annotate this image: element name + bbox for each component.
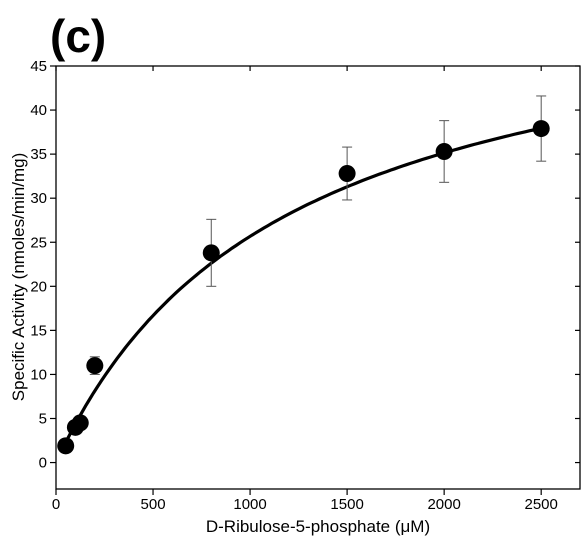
y-axis: 0 5 10 15 20 25 30 35 40 45	[30, 58, 580, 472]
data-point	[435, 142, 453, 160]
y-tick-label: 15	[30, 322, 47, 339]
error-bars	[89, 95, 547, 375]
y-tick-label: 25	[30, 234, 47, 251]
x-axis: 0 500 1000 1500 2000 2500	[52, 66, 558, 513]
y-tick-label: 30	[30, 190, 47, 207]
y-tick-label: 20	[30, 278, 47, 295]
panel-label: (c)	[50, 10, 106, 62]
data-point	[71, 414, 89, 432]
fit-curve	[64, 126, 542, 444]
x-tick-label: 1000	[233, 496, 266, 513]
x-tick-label: 2500	[524, 496, 557, 513]
y-tick-label: 5	[39, 411, 47, 428]
y-tick-label: 35	[30, 146, 47, 163]
data-point	[57, 437, 75, 455]
data-point	[86, 357, 104, 375]
data-point	[202, 244, 220, 262]
x-tick-label: 500	[141, 496, 166, 513]
y-tick-label: 45	[30, 58, 47, 75]
data-point	[532, 120, 550, 138]
x-tick-label: 2000	[427, 496, 460, 513]
data-point	[338, 165, 356, 183]
data-points	[57, 120, 550, 455]
y-axis-title: Specific Activity (nmoles/min/mg)	[9, 153, 28, 401]
y-tick-label: 40	[30, 102, 47, 119]
y-tick-label: 10	[30, 366, 47, 383]
x-tick-label: 0	[52, 496, 60, 513]
x-tick-label: 1500	[330, 496, 363, 513]
x-axis-title: D-Ribulose-5-phosphate (μM)	[206, 517, 430, 536]
y-tick-label: 0	[39, 455, 47, 472]
plot-frame	[55, 65, 581, 490]
